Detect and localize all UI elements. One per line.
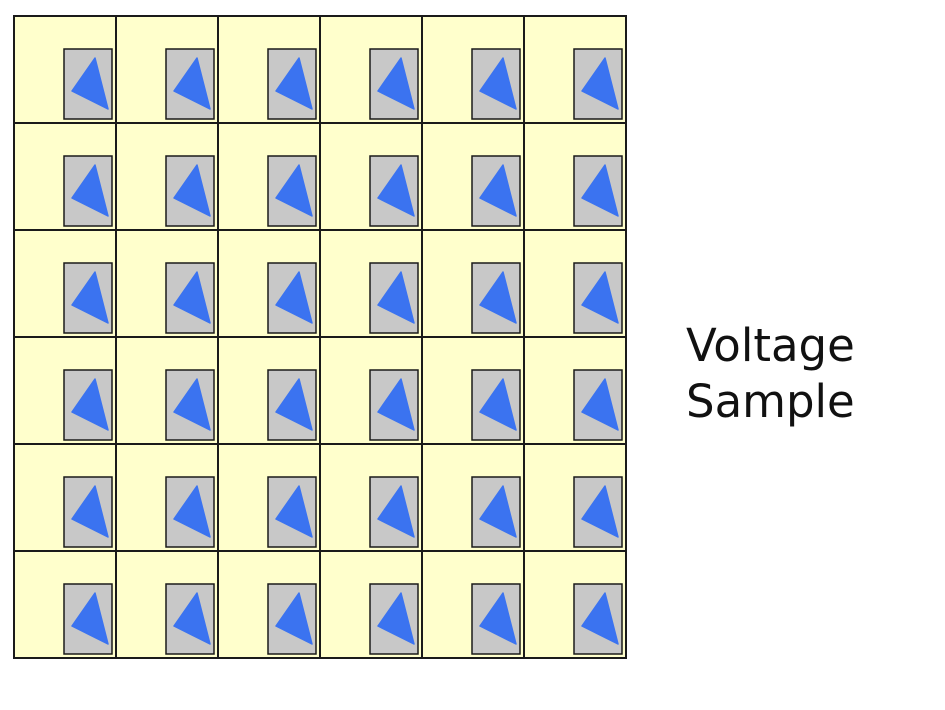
voltage-marker [581, 57, 619, 110]
voltage-marker [275, 378, 313, 431]
voltage-marker [479, 485, 517, 538]
voltage-marker [581, 378, 619, 431]
voltage-marker [275, 57, 313, 110]
voltage-marker [275, 485, 313, 538]
voltage-marker [377, 485, 415, 538]
voltage-marker [377, 57, 415, 110]
voltage-marker [581, 485, 619, 538]
voltage-marker [173, 57, 211, 110]
pixel-array-diagram [13, 15, 627, 659]
voltage-marker [479, 592, 517, 645]
voltage-marker [581, 164, 619, 217]
voltage-marker [275, 271, 313, 324]
caption-line-1: Voltage [686, 319, 855, 372]
voltage-marker [377, 271, 415, 324]
voltage-sample-caption: Voltage Sample [686, 318, 936, 430]
voltage-marker [71, 57, 109, 110]
voltage-marker [173, 164, 211, 217]
voltage-marker [173, 271, 211, 324]
voltage-marker [479, 378, 517, 431]
voltage-marker [377, 378, 415, 431]
voltage-marker [275, 592, 313, 645]
voltage-marker [173, 378, 211, 431]
voltage-marker [71, 592, 109, 645]
voltage-marker [479, 57, 517, 110]
voltage-marker [71, 164, 109, 217]
voltage-marker [479, 164, 517, 217]
voltage-marker [71, 485, 109, 538]
caption-line-2: Sample [686, 375, 855, 428]
voltage-marker [173, 485, 211, 538]
voltage-marker [581, 271, 619, 324]
voltage-marker [377, 592, 415, 645]
voltage-marker [71, 378, 109, 431]
voltage-marker [377, 164, 415, 217]
voltage-marker [479, 271, 517, 324]
voltage-marker [581, 592, 619, 645]
voltage-marker [71, 271, 109, 324]
voltage-marker [173, 592, 211, 645]
voltage-marker [275, 164, 313, 217]
